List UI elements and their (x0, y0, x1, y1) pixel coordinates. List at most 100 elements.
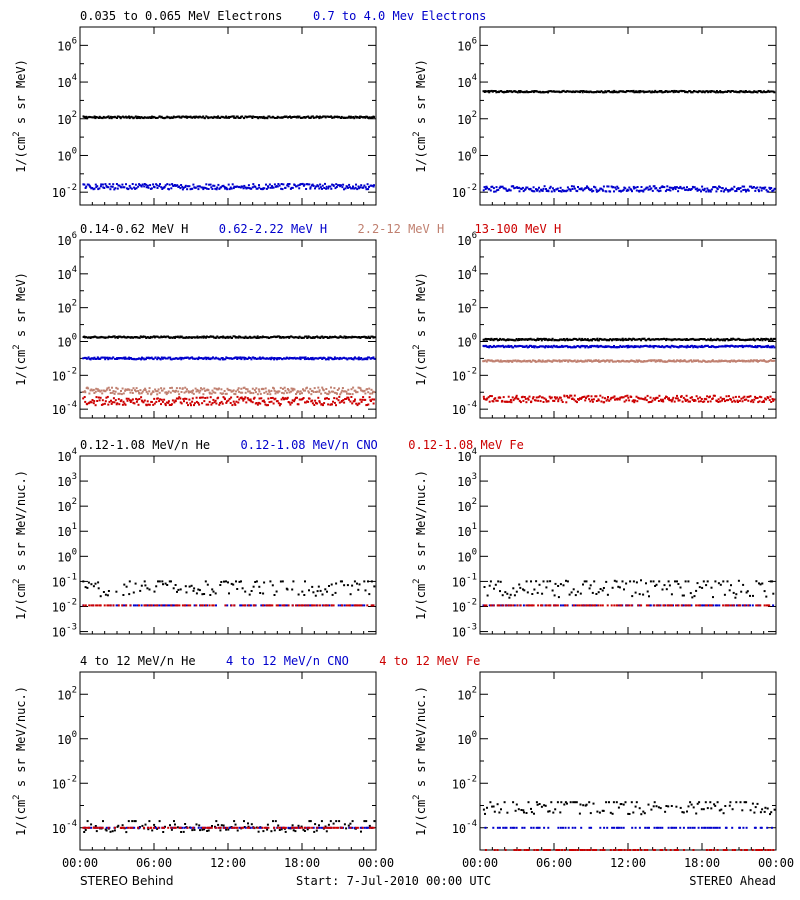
data-point (176, 335, 179, 338)
data-point (674, 186, 676, 189)
data-point (255, 337, 258, 339)
data-point (577, 90, 580, 93)
data-point (239, 604, 242, 607)
data-point (297, 824, 300, 827)
data-point (692, 186, 695, 189)
data-point (597, 604, 600, 607)
data-point (733, 185, 736, 188)
data-point (686, 344, 689, 347)
data-point (229, 186, 232, 189)
data-point (356, 391, 359, 394)
data-point (287, 826, 290, 829)
data-point (589, 604, 592, 607)
data-point (345, 604, 348, 607)
data-point (232, 400, 235, 403)
data-point (594, 395, 597, 398)
data-point (754, 359, 757, 362)
data-point (698, 345, 701, 348)
data-point (107, 826, 110, 829)
data-point (619, 360, 622, 363)
data-point (706, 604, 708, 607)
data-point (360, 184, 363, 187)
data-point (110, 185, 113, 188)
data-point (186, 188, 189, 191)
data-point (759, 604, 762, 607)
data-point (515, 394, 518, 397)
data-point (186, 115, 189, 118)
data-point (123, 402, 126, 405)
data-point (180, 358, 183, 361)
data-point (340, 117, 342, 119)
data-point (299, 183, 302, 186)
data-point (742, 338, 745, 341)
data-point (361, 336, 364, 338)
data-point (138, 116, 141, 118)
data-point (269, 116, 272, 119)
data-point (278, 390, 281, 393)
data-point (363, 580, 366, 583)
data-point (771, 339, 774, 342)
data-point (673, 89, 676, 92)
data-point (248, 357, 251, 359)
y-tick-label: 102 (57, 497, 77, 514)
data-point (324, 826, 327, 829)
data-point (183, 400, 185, 403)
data-point (83, 396, 86, 398)
data-point (554, 359, 557, 362)
data-point (260, 397, 263, 400)
data-point (359, 826, 362, 829)
data-point (574, 594, 577, 597)
data-point (211, 825, 213, 827)
data-point (616, 604, 619, 607)
data-point (737, 401, 739, 403)
data-point (650, 400, 653, 403)
data-point (331, 403, 333, 406)
data-point (745, 591, 748, 594)
data-point (349, 116, 352, 119)
data-point (353, 580, 356, 583)
data-point (741, 360, 744, 363)
data-point (88, 184, 91, 187)
data-point (576, 338, 579, 341)
data-point (143, 358, 146, 361)
data-point (299, 356, 302, 359)
data-point (129, 401, 132, 403)
data-point (348, 357, 351, 360)
data-point (687, 339, 690, 341)
data-point (564, 339, 567, 342)
data-point (206, 604, 209, 607)
data-point (231, 404, 234, 407)
data-point (601, 396, 604, 399)
data-point (324, 391, 327, 394)
data-point (243, 117, 246, 120)
data-point (236, 588, 239, 590)
data-point (597, 399, 600, 402)
data-point (222, 184, 225, 187)
data-point (634, 360, 637, 363)
data-point (698, 338, 701, 341)
data-point (271, 185, 273, 188)
data-point (608, 345, 611, 348)
data-point (581, 339, 584, 341)
data-point (217, 396, 220, 399)
data-point (513, 594, 516, 597)
data-point (553, 189, 556, 191)
data-point (233, 604, 236, 607)
data-point (361, 826, 364, 829)
data-point (501, 594, 504, 597)
data-point (492, 360, 495, 363)
data-point (301, 182, 304, 185)
data-point (265, 826, 268, 829)
data-point (358, 402, 361, 405)
data-point (716, 400, 718, 403)
data-point (612, 396, 615, 399)
data-point (326, 115, 329, 118)
data-point (267, 397, 270, 400)
data-point (235, 390, 238, 393)
data-point (188, 116, 191, 119)
data-point (142, 826, 145, 829)
data-point (570, 394, 573, 397)
data-point (194, 387, 197, 390)
data-point (607, 359, 610, 362)
data-point (591, 344, 593, 347)
